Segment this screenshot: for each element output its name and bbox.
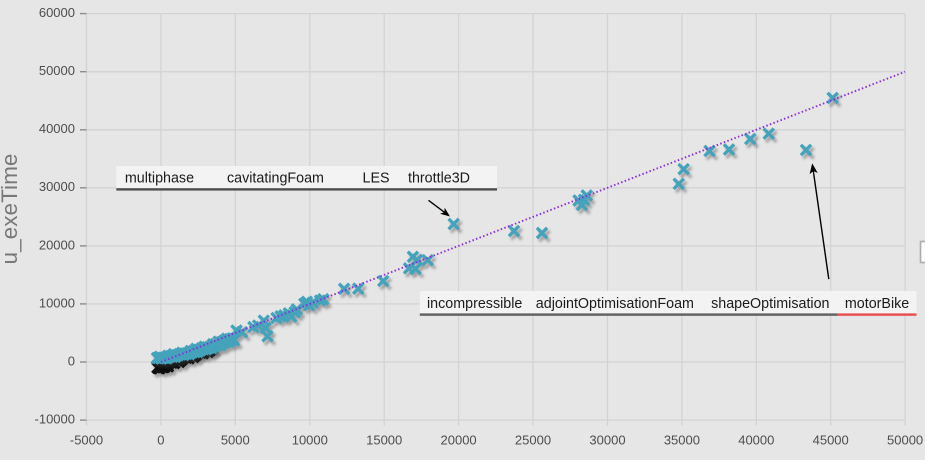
svg-text:50000: 50000 bbox=[887, 432, 923, 447]
svg-text:5000: 5000 bbox=[221, 432, 250, 447]
svg-text:0: 0 bbox=[157, 432, 164, 447]
svg-text:adjointOptimisationFoam: adjointOptimisationFoam bbox=[536, 296, 694, 312]
svg-text:30000: 30000 bbox=[589, 432, 625, 447]
svg-text:20000: 20000 bbox=[39, 237, 75, 252]
svg-text:10000: 10000 bbox=[292, 432, 328, 447]
svg-text:multiphase: multiphase bbox=[125, 171, 194, 187]
svg-text:u_exeTime: u_exeTime bbox=[0, 154, 22, 265]
svg-text:45000: 45000 bbox=[813, 432, 849, 447]
svg-text:throttle3D: throttle3D bbox=[408, 171, 470, 187]
svg-text:40000: 40000 bbox=[39, 121, 75, 136]
svg-text:0: 0 bbox=[68, 353, 75, 368]
svg-text:-10000: -10000 bbox=[35, 412, 75, 427]
svg-text:30000: 30000 bbox=[39, 179, 75, 194]
svg-text:35000: 35000 bbox=[664, 432, 700, 447]
svg-text:LES: LES bbox=[363, 171, 390, 187]
svg-text:10000: 10000 bbox=[39, 295, 75, 310]
svg-text:25000: 25000 bbox=[515, 432, 551, 447]
svg-text:20000: 20000 bbox=[441, 432, 477, 447]
svg-text:shapeOptimisation: shapeOptimisation bbox=[711, 296, 829, 312]
svg-text:cavitatingFoam: cavitatingFoam bbox=[227, 171, 324, 187]
svg-text:40000: 40000 bbox=[738, 432, 774, 447]
svg-text:incompressible: incompressible bbox=[427, 296, 522, 312]
svg-text:60000: 60000 bbox=[39, 5, 75, 20]
svg-text:-5000: -5000 bbox=[70, 432, 103, 447]
svg-text:15000: 15000 bbox=[366, 432, 402, 447]
svg-text:50000: 50000 bbox=[39, 63, 75, 78]
svg-text:motorBike: motorBike bbox=[845, 296, 909, 312]
